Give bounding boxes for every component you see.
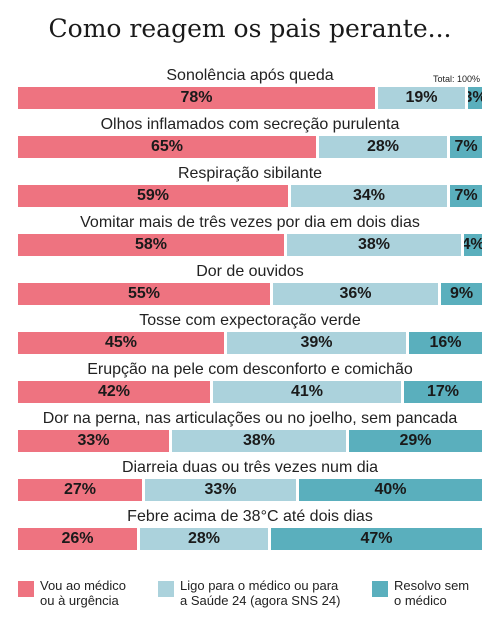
legend-item: Vou ao médico ou à urgência <box>18 578 126 608</box>
data-label: 38% <box>242 432 276 449</box>
data-label: 17% <box>426 383 460 400</box>
bar-segment: 33% <box>18 430 169 452</box>
category-label: Dor de ouvidos <box>196 263 304 280</box>
data-label: 59% <box>136 187 170 204</box>
data-label: 34% <box>352 187 386 204</box>
data-label: 26% <box>61 530 94 547</box>
bar-segment: 40% <box>299 479 482 501</box>
chart-title: Como reagem os pais perante... <box>48 14 452 43</box>
data-label: 29% <box>399 432 432 449</box>
legend-swatch <box>372 581 388 597</box>
data-label: 9% <box>449 285 474 302</box>
bar-segment: 28% <box>140 528 268 550</box>
category-label: Olhos inflamados com secreção purulenta <box>100 116 400 133</box>
data-label: 7% <box>454 187 478 204</box>
category-label: Diarreia duas ou três vezes num dia <box>121 459 379 476</box>
category-label: Erupção na pele com desconforto e comich… <box>87 361 413 378</box>
bar-segment: 38% <box>172 430 346 452</box>
bar-segment: 29% <box>349 430 482 452</box>
bar-segment: 47% <box>271 528 482 550</box>
category-label: Tosse com expectoração verde <box>139 312 361 329</box>
legend-swatch <box>18 581 34 597</box>
data-label: 39% <box>300 334 333 351</box>
bar-segment: 45% <box>18 332 224 354</box>
category-label: Febre acima de 38°C até dois dias <box>127 508 373 525</box>
bar-segment: 78% <box>18 87 375 109</box>
bar-segment: 28% <box>319 136 447 158</box>
data-label: 36% <box>339 285 372 302</box>
bar-segment: 27% <box>18 479 142 501</box>
data-label: 16% <box>429 334 462 351</box>
legend-item: Ligo para o médico ou para a Saúde 24 (a… <box>158 578 340 608</box>
data-label: 33% <box>204 481 237 498</box>
data-label: 55% <box>127 285 161 302</box>
data-label: 42% <box>97 383 131 400</box>
bar-segment: 3% <box>468 87 482 109</box>
bar-segment: 16% <box>409 332 482 354</box>
legend-label: Resolvo sem o médico <box>394 578 470 608</box>
total-note: Total: 100% <box>432 74 480 84</box>
data-label: 47% <box>360 530 393 547</box>
bar-segment: 42% <box>18 381 210 403</box>
legend-label: Ligo para o médico ou para a Saúde 24 (a… <box>180 578 341 608</box>
data-label: 58% <box>134 236 168 253</box>
bar-segment: 26% <box>18 528 137 550</box>
category-label: Vomitar mais de três vezes por dia em do… <box>80 214 420 231</box>
category-label: Respiração sibilante <box>177 165 323 182</box>
data-label: 41% <box>290 383 324 400</box>
data-label: 38% <box>357 236 391 253</box>
bar-segment: 34% <box>291 185 447 207</box>
data-label: 28% <box>187 530 221 547</box>
bar-segment: 36% <box>273 283 438 305</box>
bar-segment: 7% <box>450 185 482 207</box>
bar-segment: 59% <box>18 185 288 207</box>
bar-segment: 55% <box>18 283 270 305</box>
bar-segment: 7% <box>450 136 482 158</box>
data-label: 19% <box>405 89 438 106</box>
data-label: 33% <box>77 432 110 449</box>
bar-segment: 33% <box>145 479 296 501</box>
bar-segment: 9% <box>441 283 482 305</box>
data-label: 78% <box>180 89 213 106</box>
bar-segment: 65% <box>18 136 316 158</box>
legend-item: Resolvo sem o médico <box>372 578 469 608</box>
data-label: 45% <box>104 334 138 351</box>
bar-segment: 4% <box>464 234 482 256</box>
bar-segment: 39% <box>227 332 406 354</box>
data-label: 27% <box>63 481 97 498</box>
category-label: Dor na perna, nas articulações ou no joe… <box>42 410 458 427</box>
category-label: Sonolência após queda <box>166 67 334 84</box>
data-label: 7% <box>454 138 478 155</box>
data-label: 65% <box>150 138 184 155</box>
bar-segment: 38% <box>287 234 461 256</box>
data-label: 40% <box>374 481 407 498</box>
bar-segment: 19% <box>378 87 465 109</box>
bar-segment: 41% <box>213 381 401 403</box>
bar-segment: 17% <box>404 381 482 403</box>
bar-segment: 58% <box>18 234 284 256</box>
data-label: 28% <box>366 138 400 155</box>
data-label: 3% <box>468 89 482 107</box>
legend-label: Vou ao médico ou à urgência <box>40 578 127 608</box>
data-label: 4% <box>464 236 482 253</box>
legend-swatch <box>158 581 174 597</box>
